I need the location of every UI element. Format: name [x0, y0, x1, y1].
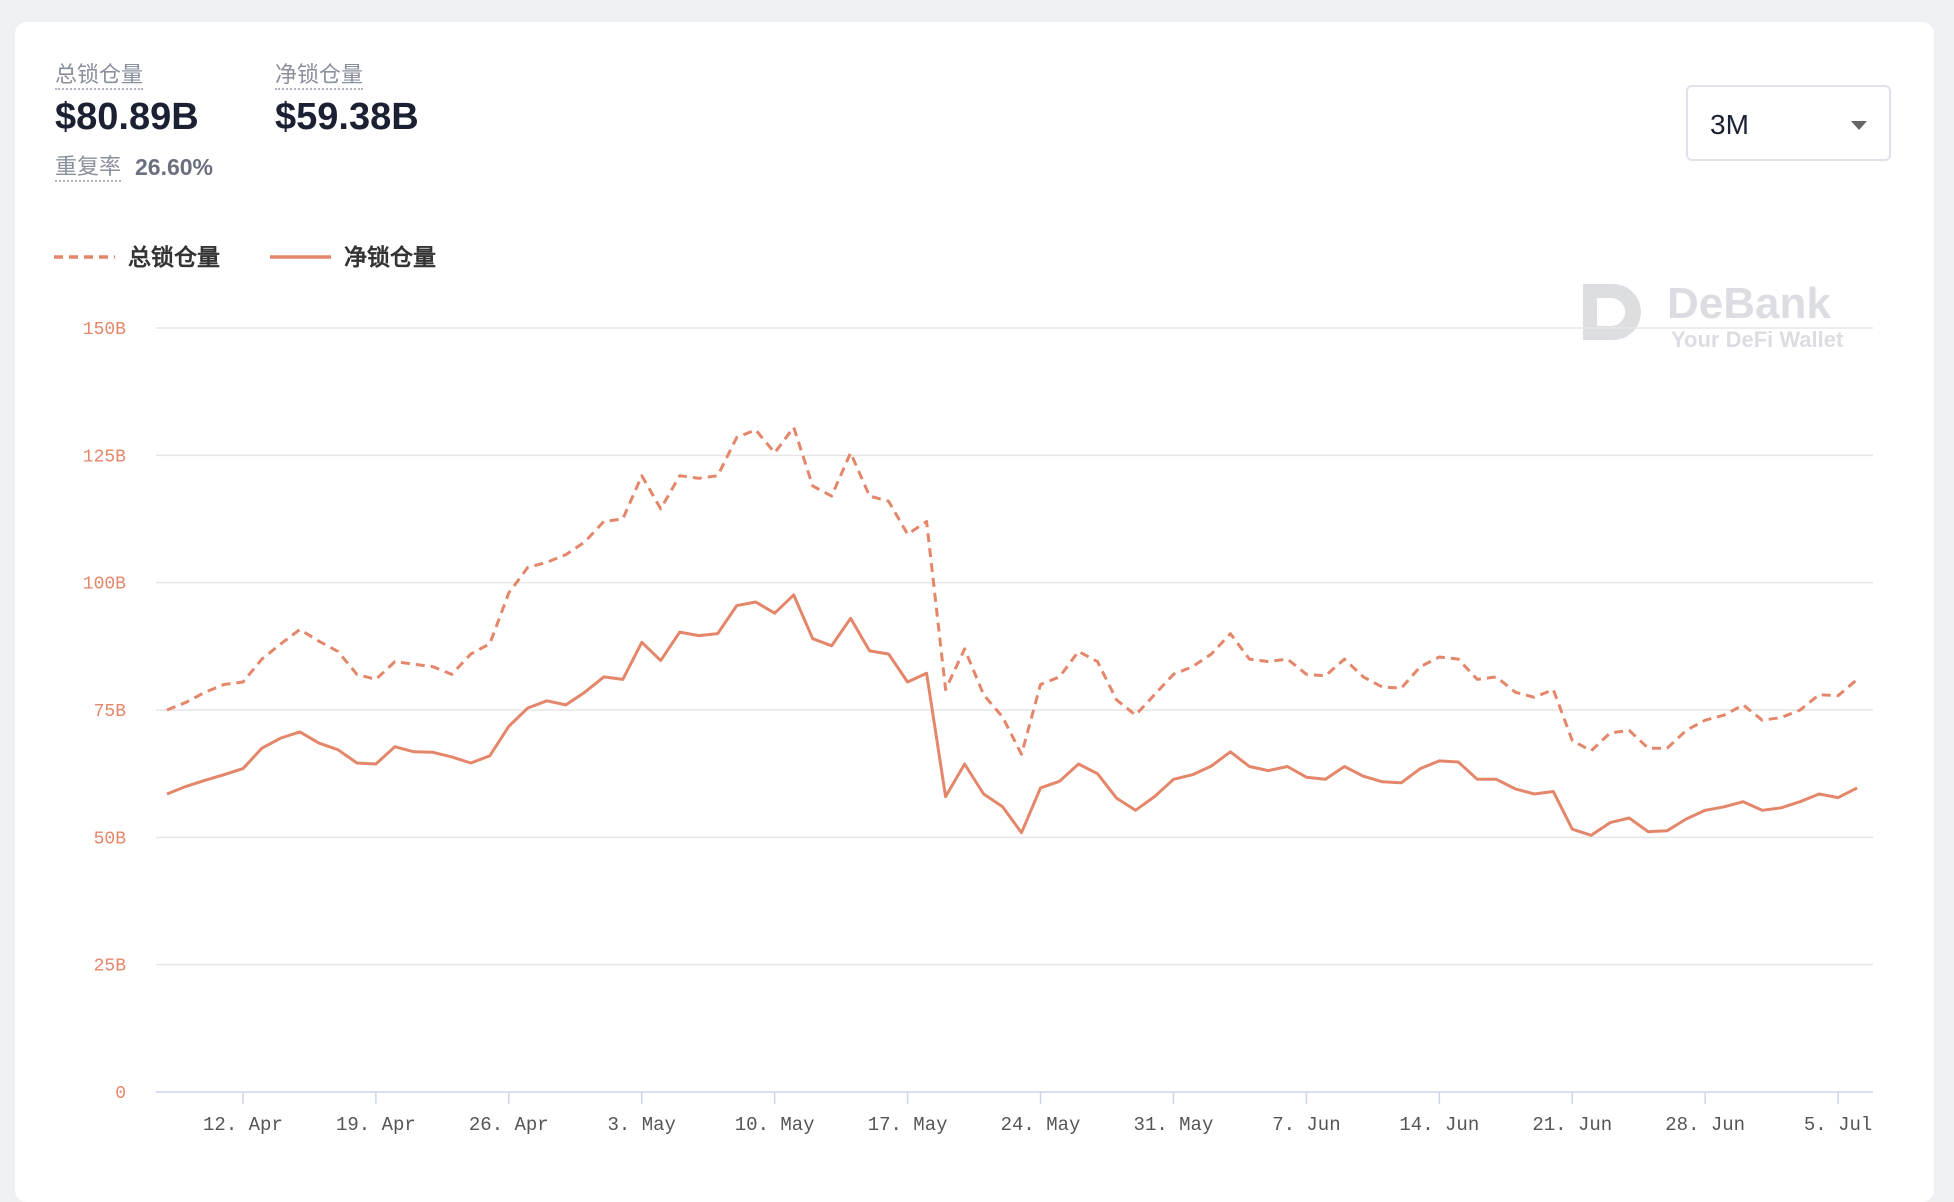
series-line — [166, 593, 1858, 837]
range-select[interactable]: 3M — [1686, 85, 1891, 161]
stat-value: $80.89B — [55, 96, 199, 138]
x-tick-label: 14. Jun — [1399, 1114, 1479, 1136]
y-tick-label: 25B — [94, 957, 127, 977]
chart: DeBank Your DeFi Wallet 0 25B 50B 75B 100B 12… — [54, 244, 1873, 1136]
x-tick-label: 5. Jul — [1804, 1114, 1872, 1136]
legend-label: 总锁仓量 — [128, 244, 220, 270]
ratio-value: 26.60% — [135, 154, 214, 180]
y-tick-label: 100B — [83, 575, 126, 595]
x-tick-label: 12. Apr — [203, 1114, 283, 1136]
x-tick-label: 31. May — [1134, 1114, 1214, 1136]
caret[interactable] — [1851, 121, 1867, 130]
ratio-label: 重复率 — [55, 154, 122, 182]
series-line — [166, 425, 1859, 756]
x-tick-label: 26. Apr — [469, 1114, 549, 1136]
watermark-title: DeBank — [1667, 279, 1831, 328]
y-tick-label: 75B — [94, 702, 127, 722]
x-tick-label: 3. May — [608, 1114, 676, 1136]
watermark-subtitle: Your DeFi Wallet — [1671, 327, 1844, 352]
x-tick-label: 28. Jun — [1665, 1114, 1745, 1136]
y-tick-label: 50B — [94, 829, 127, 849]
legend-item: 净锁仓量 — [270, 244, 436, 270]
x-tick-label: 24. May — [1001, 1114, 1081, 1136]
x-tick-label: 7. Jun — [1272, 1114, 1340, 1136]
stat-label: 总锁仓量 — [55, 62, 144, 90]
legend-label: 净锁仓量 — [344, 244, 436, 270]
watermark: DeBank Your DeFi Wallet — [1583, 279, 1844, 352]
x-tick-label: 10. May — [735, 1114, 815, 1136]
range-value[interactable]: 3M — [1710, 109, 1749, 140]
watermark-logo — [1583, 284, 1641, 340]
y-tick-label: 150B — [83, 320, 126, 340]
x-tick-label: 19. Apr — [336, 1114, 416, 1136]
y-tick-label: 125B — [83, 447, 126, 467]
card: 总锁仓量 $80.89B 净锁仓量 $59.38B 重复率 26.60% 3M … — [15, 22, 1934, 1202]
x-tick-label: 17. May — [868, 1114, 948, 1136]
x-tick-label: 21. Jun — [1532, 1114, 1612, 1136]
y-tick-label: 0 — [115, 1084, 126, 1104]
stat-value: $59.38B — [275, 96, 419, 138]
stat-label: 净锁仓量 — [275, 62, 364, 90]
legend-item: 总锁仓量 — [54, 244, 220, 270]
